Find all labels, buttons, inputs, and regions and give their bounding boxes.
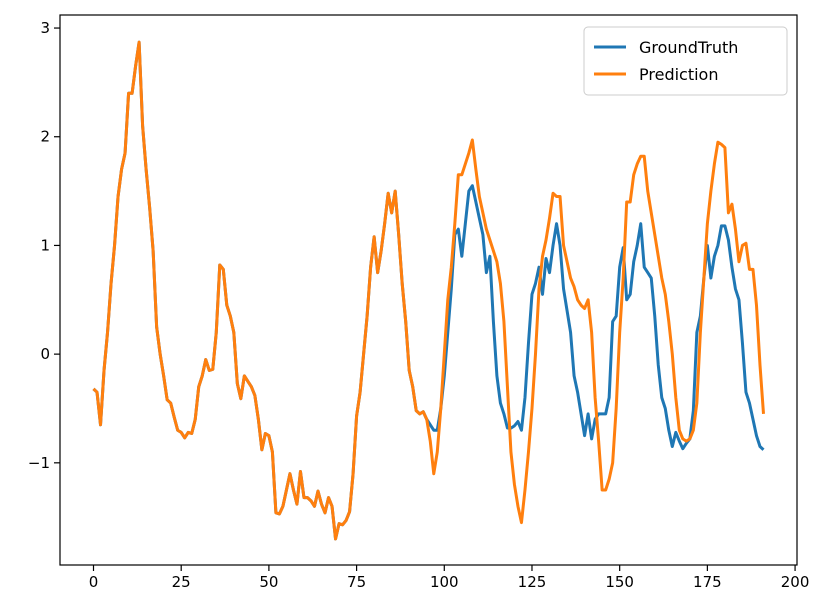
- y-tick-label: −1: [28, 454, 50, 472]
- x-tick-label: 125: [518, 573, 547, 591]
- y-tick-label: 2: [40, 128, 50, 146]
- x-tick-label: 100: [430, 573, 459, 591]
- y-tick-label: 0: [40, 345, 50, 363]
- legend-label: GroundTruth: [639, 38, 738, 57]
- x-tick-label: 75: [347, 573, 366, 591]
- x-tick-label: 150: [605, 573, 634, 591]
- legend-label: Prediction: [639, 65, 718, 84]
- series-line: [92, 40, 765, 541]
- plot-frame: [59, 14, 798, 566]
- x-tick-label: 200: [781, 573, 810, 591]
- x-tick-label: 175: [693, 573, 722, 591]
- x-tick-label: 25: [172, 573, 191, 591]
- x-tick-label: 50: [259, 573, 278, 591]
- legend-box: [583, 26, 788, 96]
- y-tick-label: 1: [40, 236, 50, 254]
- x-tick-label: 0: [89, 573, 99, 591]
- y-tick-label: 3: [40, 19, 50, 37]
